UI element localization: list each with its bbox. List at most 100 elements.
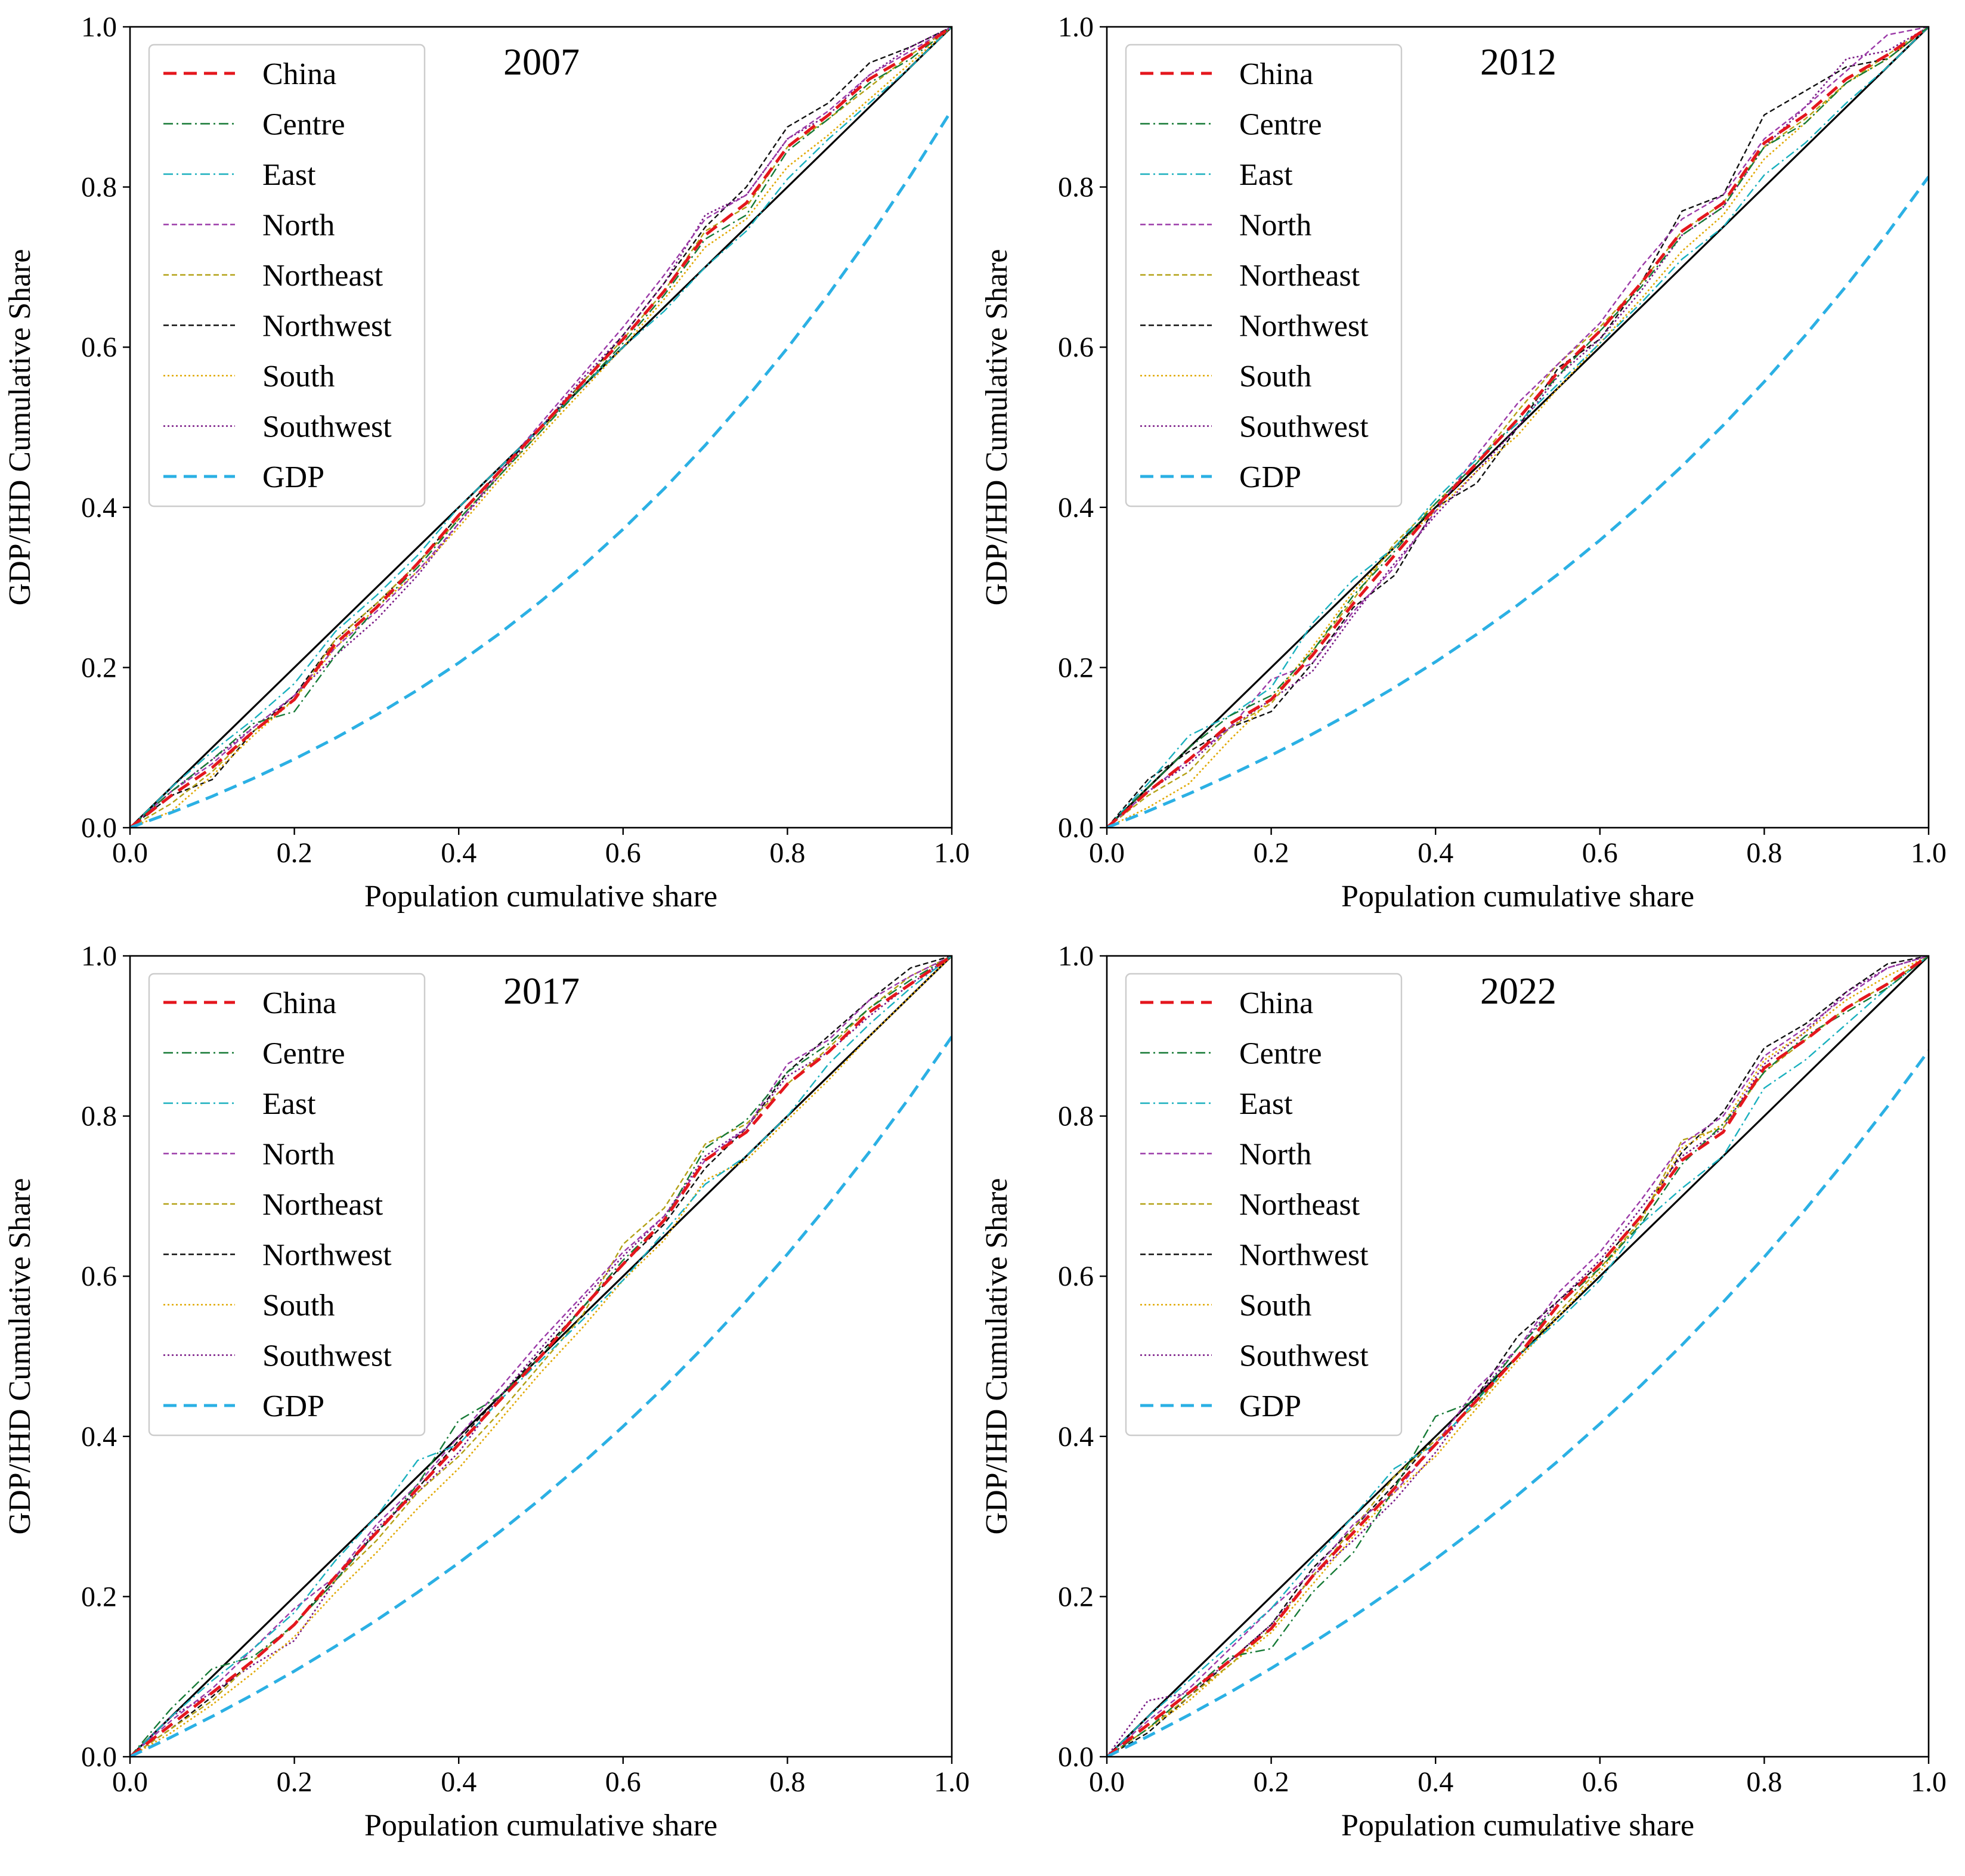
plot-frame bbox=[129, 955, 953, 1758]
x-tick-label: 0.8 bbox=[769, 1766, 805, 1798]
panel-title: 2017 bbox=[503, 970, 580, 1012]
y-tick-label: 0.4 bbox=[1058, 1421, 1094, 1453]
y-tick-label: 0.0 bbox=[81, 812, 117, 844]
series-line-east bbox=[130, 956, 952, 1757]
x-tick-label: 0.8 bbox=[1746, 837, 1782, 869]
legend-label-northwest: Northwest bbox=[262, 1239, 392, 1273]
y-tick-label: 0.2 bbox=[1058, 652, 1094, 683]
x-tick-label: 0.6 bbox=[1582, 837, 1618, 869]
y-tick-label: 1.0 bbox=[81, 940, 117, 972]
legend-label-northwest: Northwest bbox=[262, 309, 392, 343]
x-tick-label: 0.2 bbox=[1254, 837, 1289, 869]
x-tick-label: 0.2 bbox=[277, 1766, 312, 1798]
legend-label-east: East bbox=[1239, 1087, 1293, 1121]
legend-box bbox=[148, 44, 426, 507]
y-tick-label: 0.8 bbox=[81, 1101, 117, 1132]
x-tick-label: 0.4 bbox=[1418, 1766, 1453, 1798]
y-tick-label: 0.0 bbox=[1058, 812, 1094, 844]
legend-box bbox=[1125, 44, 1403, 507]
legend-label-east: East bbox=[262, 1087, 316, 1121]
series-group bbox=[1107, 27, 1929, 828]
x-tick-label: 0.6 bbox=[605, 1766, 641, 1798]
legend: China Centre East North Northeast Northwest So… bbox=[148, 44, 426, 507]
y-tick-label: 0.0 bbox=[1058, 1741, 1094, 1773]
x-axis-label: Population cumulative share bbox=[1341, 880, 1694, 914]
y-axis-label: GDP/IHD Cumulative Share bbox=[3, 249, 37, 606]
legend-box bbox=[148, 973, 426, 1437]
y-tick-label: 0.2 bbox=[81, 652, 117, 683]
panel-title: 2012 bbox=[1480, 41, 1556, 83]
series-line-china bbox=[130, 27, 952, 828]
legend: China Centre East North Northeast Northwest So… bbox=[148, 973, 426, 1437]
x-tick-label: 0.4 bbox=[441, 837, 476, 869]
legend-label-north: North bbox=[1239, 209, 1311, 243]
y-tick-label: 0.4 bbox=[81, 1421, 117, 1453]
y-tick-label: 0.8 bbox=[1058, 1101, 1094, 1132]
x-tick-label: 0.2 bbox=[277, 837, 312, 869]
y-tick-label: 0.2 bbox=[81, 1581, 117, 1612]
legend-label-china: China bbox=[1239, 986, 1313, 1020]
series-line-china bbox=[130, 956, 952, 1757]
legend-label-southwest: Southwest bbox=[1239, 1339, 1369, 1373]
y-tick-label: 0.6 bbox=[1058, 332, 1094, 363]
legend-label-south: South bbox=[1239, 360, 1311, 394]
series-line-southwest bbox=[1107, 27, 1929, 828]
y-tick-label: 0.8 bbox=[1058, 172, 1094, 203]
legend-label-north: North bbox=[262, 1138, 335, 1172]
legend-label-northwest: Northwest bbox=[1239, 309, 1369, 343]
series-line-centre bbox=[130, 956, 952, 1757]
legend: China Centre East North Northeast Northwest So… bbox=[1125, 44, 1403, 507]
legend-label-north: North bbox=[1239, 1138, 1311, 1172]
legend-box bbox=[1125, 973, 1403, 1437]
y-axis-label: GDP/IHD Cumulative Share bbox=[980, 249, 1014, 606]
y-tick-label: 1.0 bbox=[1058, 940, 1094, 972]
legend-label-north: North bbox=[262, 209, 335, 243]
series-line-gdp bbox=[130, 1036, 952, 1757]
legend-label-centre: Centre bbox=[1239, 1037, 1322, 1071]
series-group bbox=[130, 27, 952, 828]
x-tick-label: 0.6 bbox=[605, 837, 641, 869]
series-group bbox=[1107, 956, 1929, 1757]
legend-label-southwest: Southwest bbox=[262, 410, 392, 444]
panel-title: 2007 bbox=[503, 41, 580, 83]
legend-label-southwest: Southwest bbox=[262, 1339, 392, 1373]
x-axis-label: Population cumulative share bbox=[364, 880, 717, 914]
series-line-northeast bbox=[130, 27, 952, 828]
legend-label-centre: Centre bbox=[262, 1037, 345, 1071]
x-tick-label: 0.0 bbox=[112, 1766, 148, 1798]
x-tick-label: 0.8 bbox=[769, 837, 805, 869]
panel-2017: 0.00.0 0.2 0.2 0.4 0.4 0.6 0.6 0.8 0.8 1.0 1.0 Popu… bbox=[3, 940, 970, 1843]
y-tick-label: 0.6 bbox=[81, 332, 117, 363]
series-line-gdp bbox=[130, 109, 952, 828]
legend-label-gdp: GDP bbox=[262, 1389, 324, 1423]
series-line-northeast bbox=[130, 956, 952, 1757]
x-tick-label: 0.4 bbox=[441, 1766, 476, 1798]
series-line-south bbox=[130, 27, 952, 828]
x-tick-label: 0.0 bbox=[112, 837, 148, 869]
series-line-north bbox=[1107, 27, 1929, 828]
x-tick-label: 0.0 bbox=[1089, 1766, 1125, 1798]
legend-label-south: South bbox=[1239, 1289, 1311, 1323]
panel-title: 2022 bbox=[1480, 970, 1556, 1012]
series-line-centre bbox=[1107, 956, 1929, 1757]
series-line-northwest bbox=[1107, 27, 1929, 828]
legend-label-east: East bbox=[1239, 158, 1293, 192]
series-line-northwest bbox=[130, 956, 952, 1757]
legend-label-northeast: Northeast bbox=[1239, 259, 1360, 293]
y-axis-label: GDP/IHD Cumulative Share bbox=[980, 1178, 1014, 1535]
legend-label-south: South bbox=[262, 360, 335, 394]
y-axis-label: GDP/IHD Cumulative Share bbox=[3, 1178, 37, 1535]
y-tick-label: 1.0 bbox=[1058, 11, 1094, 43]
series-line-north bbox=[130, 27, 952, 828]
series-line-southwest bbox=[130, 956, 952, 1757]
series-line-northeast bbox=[1107, 27, 1929, 828]
x-tick-label: 1.0 bbox=[934, 1766, 970, 1798]
y-tick-label: 0.0 bbox=[81, 1741, 117, 1773]
legend-label-south: South bbox=[262, 1289, 335, 1323]
series-line-north bbox=[130, 956, 952, 1757]
x-tick-label: 0.4 bbox=[1418, 837, 1453, 869]
x-tick-label: 0.6 bbox=[1582, 1766, 1618, 1798]
x-tick-label: 1.0 bbox=[1911, 837, 1947, 869]
y-tick-label: 0.6 bbox=[1058, 1261, 1094, 1292]
